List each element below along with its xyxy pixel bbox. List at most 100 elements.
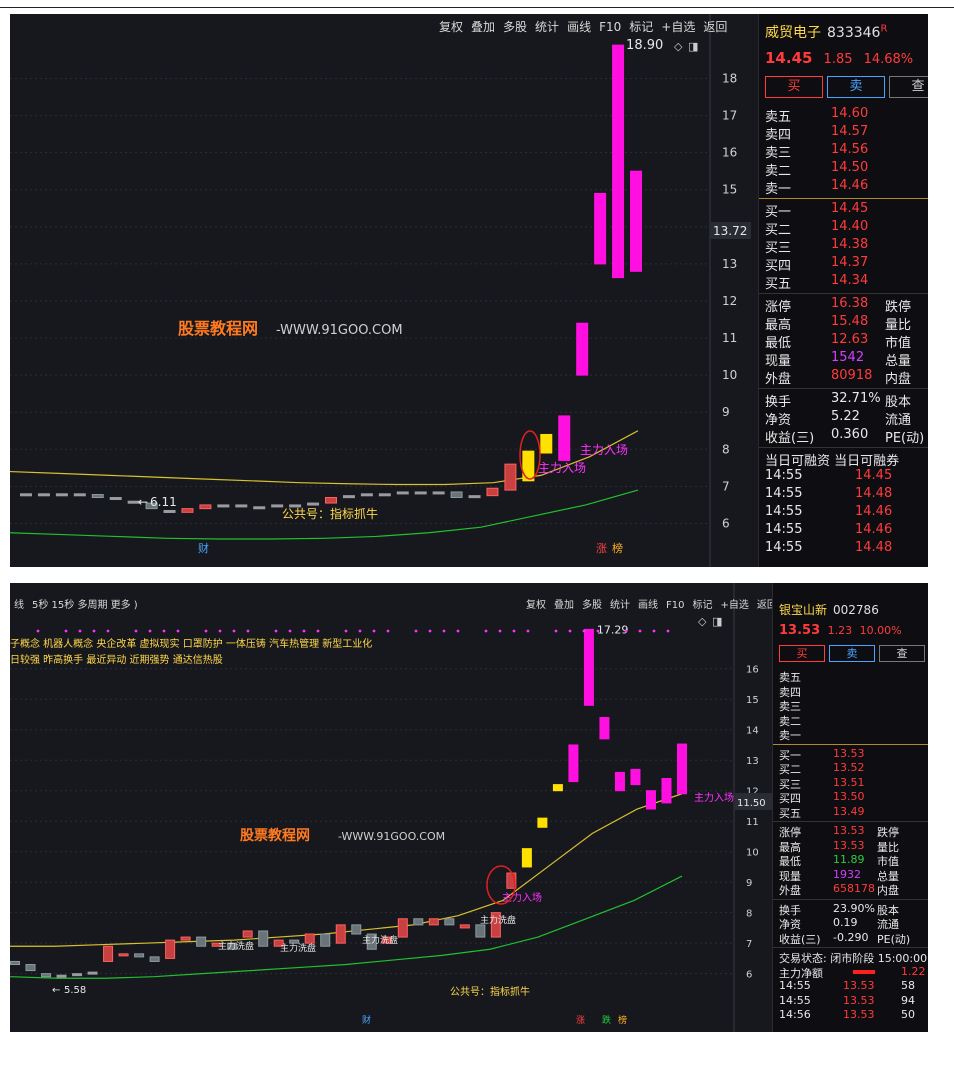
stat-row[interactable]: 涨停 16.38 跌停 [759,296,928,315]
candle [253,506,266,510]
y-tick-label: 15 [746,695,759,706]
ask-row[interactable]: 卖五 [773,669,928,684]
bid-row[interactable]: 买四 14.37 [759,255,928,274]
sell-button[interactable]: 卖 [827,76,885,98]
tick-row: 14:56 13.53 50 [773,1008,928,1023]
ask-row[interactable]: 卖一 [773,727,928,742]
stat-row[interactable]: 换手 23.90% 股本 [773,902,928,917]
bid-row[interactable]: 买二 14.40 [759,219,928,238]
bid-row[interactable]: 买三 14.38 [759,237,928,256]
toolbar-item[interactable]: F10 [666,600,685,611]
toolbar-item[interactable]: 叠加 [554,600,574,611]
stat-row[interactable]: 最低 12.63 市值 [759,332,928,351]
toolbar-item[interactable]: 复权 [439,20,464,34]
candlestick-chart-2[interactable]: 6 7 8 9 10 11 12 13 14 15 16 17.29 5.58 ← 11.50 股票教程网 -W… [10,583,772,1032]
candle [599,717,610,740]
candle [145,502,158,510]
stat-row[interactable]: 净资 5.22 流通 [759,409,928,428]
bid-row[interactable]: 买一 13.53 [773,747,928,762]
stat-row[interactable]: 最高 13.53 量比 [773,839,928,854]
toolbar-item[interactable]: 复权 [526,600,546,611]
toolbar-item[interactable]: 统计 [610,600,630,611]
row-value: 23.90% [833,901,875,915]
stat-row[interactable]: 最高 15.48 量比 [759,314,928,333]
ask-row[interactable]: 卖三 [773,698,928,713]
ask-row[interactable]: 卖二 [773,713,928,728]
toolbar-item[interactable]: 统计 [535,20,560,34]
toolbar-item[interactable]: F10 [599,20,622,34]
marker-cai: 财 [198,541,209,555]
row-label-2: 市值 [877,855,899,868]
last-price-2: 13.53 [779,623,821,638]
candle [10,960,20,966]
buy-button[interactable]: 买 [765,76,823,98]
row-label: 最低 [779,855,801,868]
period-selector[interactable]: 5秒 15秒 多周期 更多 ) [32,600,138,611]
bid-row[interactable]: 买四 13.50 [773,790,928,805]
toolbar-item[interactable]: 标记 [692,600,713,611]
candlestick-chart-1[interactable]: 678910111213141516171818.906.11←13.72股票教… [10,14,770,567]
ask-row[interactable]: 卖四 [773,684,928,699]
bid-row[interactable]: 买五 14.34 [759,273,928,292]
concept-tags-line2[interactable]: 日较强 昨高换手 最近异动 近期强势 通达信热股 [10,655,223,666]
ask-row[interactable]: 卖二 14.50 [759,160,928,179]
buy-button-2[interactable]: 买 [779,645,825,662]
bid-row[interactable]: 买二 13.52 [773,761,928,776]
concept-tags-line1[interactable]: 子概念 机器人概念 央企改革 虚拟现实 口罩防护 一体压铸 汽车热管理 新型工业… [10,639,373,650]
stat-row[interactable]: 收益(三) 0.360 PE(动) [759,427,928,446]
stat-row[interactable]: 净资 0.19 流通 [773,916,928,931]
bid-row[interactable]: 买五 13.49 [773,805,928,820]
toolbar-item[interactable]: +自选 [661,20,696,34]
toolbar-item[interactable]: 叠加 [471,20,496,34]
chart-toolbar-2: 复权 叠加 多股 统计 画线 F10 标记 +自选 返回 [522,597,781,615]
stat-row[interactable]: 最低 11.89 市值 [773,853,928,868]
row-label: 换手 [779,903,801,917]
ask-row[interactable]: 卖一 14.46 [759,178,928,197]
stat-row[interactable]: 现量 1542 总量 [759,350,928,369]
signal-dot [624,629,628,633]
ask-row[interactable]: 卖五 14.60 [759,106,928,125]
candle [583,628,594,706]
candle [661,778,672,804]
candle [504,463,517,491]
row-label: 卖二 [765,164,792,179]
toolbar-item[interactable]: 画线 [567,20,592,34]
stat-row[interactable]: 涨停 13.53 跌停 [773,824,928,839]
order-book-2: 卖五 卖四 卖三 卖二 卖一买一 13.53 买二 13.52 买三 13.51 买四 13.50 买五… [773,669,928,1023]
stat-row[interactable]: 收益(三) -0.290 PE(动) [773,931,928,946]
bid-row[interactable]: 买三 13.51 [773,776,928,791]
stat-row[interactable]: 外盘 658178 内盘 [773,882,928,897]
y-tick-label: 6 [746,970,752,981]
concept-tags: 子概念 机器人概念 央企改革 虚拟现实 口罩防护 一体压铸 汽车热管理 新型工业… [10,637,372,669]
toolbar-item[interactable]: 返回 [703,20,728,34]
toolbar-item[interactable]: 标记 [629,20,654,34]
price-change-2: 1.23 [827,624,853,637]
ask-row[interactable]: 卖三 14.56 [759,142,928,161]
stat-row[interactable]: 现量 1932 总量 [773,868,928,883]
toolbar-item[interactable]: +自选 [720,600,749,611]
sell-button-2[interactable]: 卖 [829,645,875,662]
signal-dot [162,629,166,633]
signal-dot [652,629,656,633]
top-border-line [0,7,954,8]
y-tick-label: 14 [746,726,759,737]
query-button-2[interactable]: 查 [879,645,925,662]
toolbar-item[interactable]: 画线 [638,600,658,611]
divider [759,447,928,448]
stat-row[interactable]: 外盘 80918 内盘 [759,368,928,387]
bid-row[interactable]: 买一 14.45 [759,201,928,220]
stat-row[interactable]: 换手 32.71% 股本 [759,391,928,410]
toolbar-item[interactable]: 多股 [582,600,602,611]
period-prefix: 线 [14,600,24,611]
row-value: 14.50 [831,160,869,175]
candle [450,491,463,499]
signal-dot [232,629,236,633]
row-label: 最低 [765,336,792,351]
toolbar-item[interactable]: 返回 [756,600,777,611]
ask-row[interactable]: 卖四 14.57 [759,124,928,143]
y-tick-label: 7 [722,479,730,493]
toolbar-item[interactable]: 多股 [503,20,528,34]
stock-code: 833346 [827,25,881,41]
query-button[interactable]: 查 [889,76,928,98]
row-label: 净资 [765,413,792,428]
